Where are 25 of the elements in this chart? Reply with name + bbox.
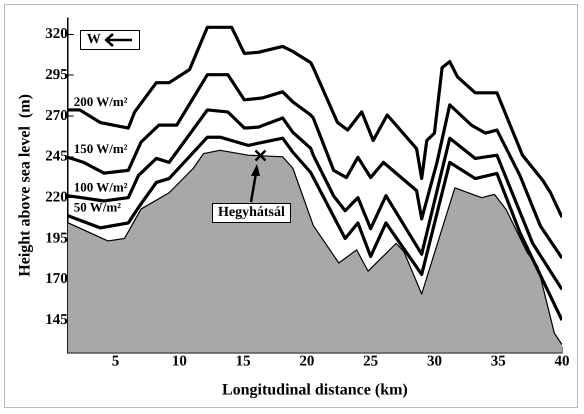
y-tick-label: 145 [45,312,68,328]
direction-box: W [80,30,140,50]
x-tick-label: 25 [363,354,378,370]
x-axis-title: Longitudinal distance (km) [222,382,408,399]
y-tick-label: 245 [45,148,68,165]
x-tick-label: 30 [426,354,442,370]
x-tick-label: 15 [236,354,251,370]
annotation: Hegyhátsál [212,203,291,223]
y-tick-label: 195 [45,230,68,246]
y-tick-label: 270 [45,108,68,124]
series-label: 50 W/m² [74,199,122,214]
annotation: W [86,32,101,48]
y-tick-label: 170 [45,271,68,288]
x-tick-label: 20 [299,354,314,370]
x-tick-label: 10 [172,354,187,370]
y-tick-label: 320 [45,26,68,42]
x-tick-label: 5 [112,354,120,370]
series-label: 100 W/m² [74,180,128,195]
x-tick-label: 35 [490,354,506,370]
x-tick-label: 40 [554,354,570,370]
y-axis-title: Height above sea level (m) [16,94,34,277]
series-label: 200 W/m² [74,94,128,109]
y-tick-label: 295 [45,67,68,84]
y-tick-label: 220 [45,190,68,206]
series-label: 150 W/m² [74,141,128,156]
